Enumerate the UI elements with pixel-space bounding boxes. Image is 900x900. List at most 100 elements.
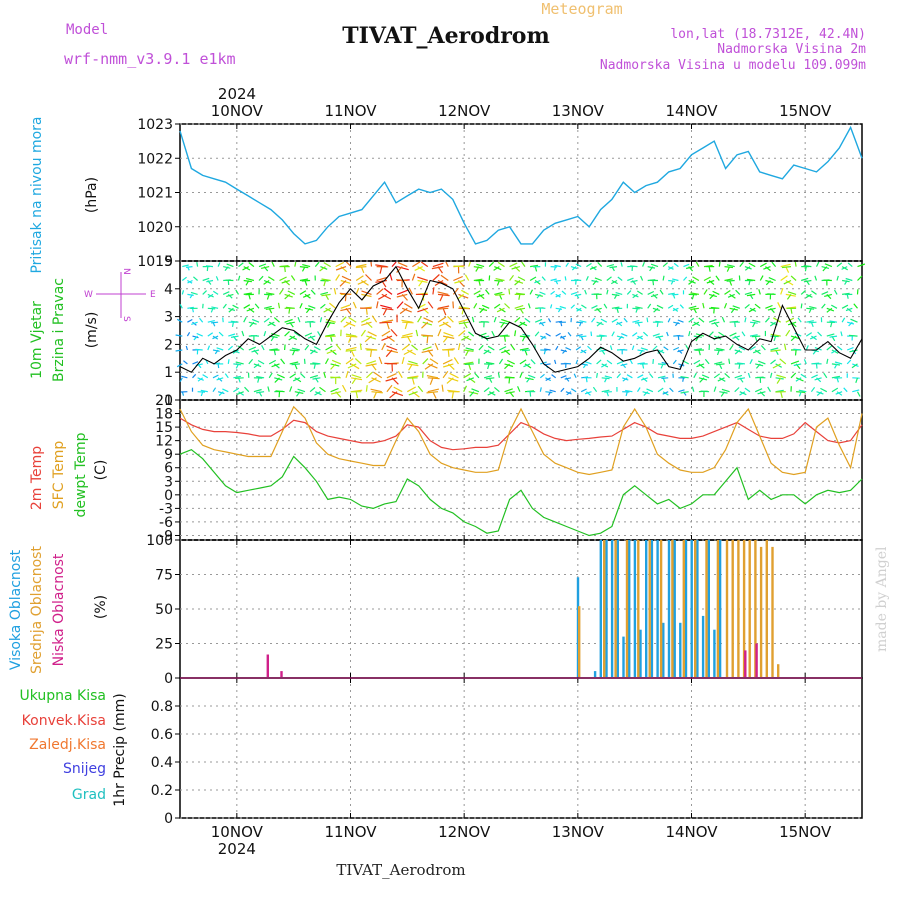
temperature-ytick-label-2: 15	[155, 420, 173, 436]
wind-arrow-35	[191, 321, 198, 325]
wind-arrow-158	[258, 275, 264, 281]
wind-arrow-228	[290, 275, 296, 281]
wind-arrow-331	[350, 377, 363, 381]
wind-arrow-355	[361, 317, 371, 323]
wind-arrow-55	[207, 320, 215, 323]
wind-arrow-942	[660, 363, 664, 369]
wind-arrow-85	[222, 317, 224, 323]
wind-arrow-565	[458, 321, 469, 325]
wind-arrow-75	[211, 321, 219, 324]
wind-arrow-529	[445, 261, 449, 267]
wind-arrow-603	[483, 349, 490, 355]
wind-arrow-361	[365, 371, 373, 379]
wind-arrow-1243	[812, 349, 817, 355]
wind-arrow-685	[524, 317, 531, 323]
wind-arrow-591	[483, 375, 493, 379]
wind-arrow-1329	[857, 263, 866, 268]
wind-arrow-1229	[804, 266, 807, 272]
wind-arrow-1032	[704, 358, 710, 365]
wind-arrow-21	[192, 373, 197, 379]
wind-arrow-89	[223, 266, 231, 269]
wind-arrow-210	[289, 386, 293, 392]
wind-arrow-769	[570, 266, 578, 270]
wind-arrow-970	[678, 389, 685, 393]
wind-arrow-1072	[728, 358, 731, 364]
wind-arrow-311	[330, 376, 341, 379]
wind-arrow-211	[289, 373, 297, 379]
wind-arrow-1101	[737, 377, 746, 380]
wind-arrow-1217	[800, 289, 806, 295]
cloud-bar-1-1	[603, 540, 606, 677]
wind-arrow-45	[199, 317, 204, 323]
wind-arrow-464	[415, 329, 419, 337]
wind-arrow-1315	[848, 321, 853, 327]
precip-ytick-label-0: 0.8	[151, 699, 173, 715]
wind-arrow-759	[565, 262, 569, 267]
cloud-bar-0-3	[605, 540, 608, 677]
wind-arrow-323	[345, 346, 357, 351]
wind-arrow-851	[616, 373, 622, 379]
wind-arrow-324	[345, 335, 358, 338]
wind-arrow-789	[575, 263, 582, 268]
wind-arrow-297	[321, 293, 331, 297]
wind-arrow-1031	[701, 374, 710, 379]
wind-arrow-506	[437, 305, 450, 309]
wind-arrow-233	[291, 347, 301, 351]
wind-arrow-588	[478, 280, 481, 286]
wind-arrow-431	[397, 370, 403, 379]
wind-arrow-778	[575, 280, 577, 285]
cloud-bar-0-20	[701, 615, 705, 677]
temp-side-label-1: 2m Temp	[29, 446, 45, 510]
wind-arrow-1275	[830, 322, 833, 328]
wind-arrow-299	[323, 262, 331, 268]
wind-arrow-1040	[713, 386, 717, 392]
wind-arrow-972	[678, 363, 685, 367]
wind-arrow-841	[604, 375, 613, 379]
wind-arrow-799	[586, 262, 592, 268]
wind-arrow-968	[670, 280, 674, 285]
precip-label-1: Ukupna Kisa	[19, 688, 106, 704]
wind-arrow-353	[359, 343, 362, 351]
wind-arrow-834	[599, 334, 607, 337]
cloud-bar-2-3	[755, 643, 758, 677]
wind-arrow-532	[443, 363, 454, 368]
wind-arrow-275	[319, 317, 323, 323]
wind-arrow-490	[432, 391, 437, 399]
wind-arrow-557	[457, 293, 464, 300]
wind-arrow-804	[590, 331, 593, 337]
temperature-ytick-label-5: 6	[164, 461, 173, 477]
wind-arrow-51	[202, 374, 209, 379]
wind-arrow-296	[323, 307, 331, 313]
wind-arrow-170	[267, 386, 270, 392]
wind-arrow-1212	[793, 363, 802, 367]
wind-arrow-1111	[747, 372, 751, 378]
wind-arrow-651	[505, 376, 515, 379]
wind-arrow-1260	[820, 387, 828, 393]
wind-arrow-1127	[746, 293, 756, 297]
wind-arrow-683	[521, 349, 531, 352]
wind-arrow-541	[449, 372, 459, 379]
wind-arrow-512	[442, 359, 453, 365]
wind-arrow-857	[613, 294, 618, 300]
wind-arrow-1146	[765, 304, 773, 309]
wind-arrow-14	[186, 331, 191, 337]
wind-arrow-811	[596, 372, 598, 378]
wind-arrow-1176	[777, 302, 782, 309]
wind-arrow-661	[519, 372, 523, 379]
wind-frame	[179, 260, 863, 401]
wind-arrow-391	[373, 371, 383, 379]
wind-arrow-447	[396, 293, 408, 298]
wind-arrow-626	[499, 307, 506, 313]
wind-arrow-164	[263, 331, 267, 337]
wind-arrow-667	[518, 294, 521, 300]
wind-arrow-271	[312, 377, 321, 380]
wind-arrow-28	[187, 279, 193, 284]
wind-arrow-40	[200, 391, 204, 397]
pressure-ytick-label-4: 1019	[137, 254, 173, 270]
wind-arrow-489	[420, 261, 429, 268]
wind-arrow-1151	[769, 372, 773, 378]
wind-arrow-981	[682, 377, 685, 382]
wind-arrow-550	[463, 385, 468, 392]
wind-arrow-698	[534, 280, 541, 285]
wind-arrow-9	[182, 264, 189, 268]
